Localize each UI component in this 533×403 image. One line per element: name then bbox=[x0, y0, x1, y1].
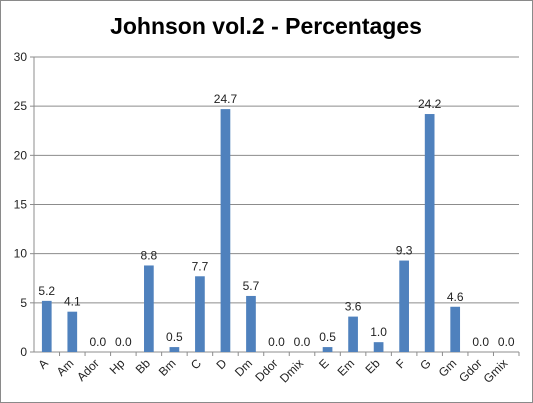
data-label: 5.7 bbox=[243, 279, 260, 293]
x-tick-label: Bm bbox=[156, 356, 179, 379]
data-label: 0.5 bbox=[166, 330, 183, 344]
data-label: 4.6 bbox=[447, 290, 464, 304]
data-label: 9.3 bbox=[396, 244, 413, 258]
bar bbox=[220, 109, 231, 352]
x-tick-label: G bbox=[417, 356, 434, 373]
x-tick-label: Dmix bbox=[277, 356, 306, 385]
gridlines bbox=[34, 56, 519, 353]
x-tick-label: Eb bbox=[362, 356, 383, 377]
y-tick-label: 20 bbox=[14, 148, 28, 162]
x-tick-label: F bbox=[393, 356, 408, 371]
data-label: 5.2 bbox=[38, 284, 55, 298]
data-label: 7.7 bbox=[192, 259, 209, 273]
x-tick-label: A bbox=[35, 356, 51, 372]
y-tick-label: 15 bbox=[14, 198, 28, 212]
axes bbox=[30, 56, 520, 356]
bar bbox=[169, 347, 180, 352]
data-label: 0.0 bbox=[115, 335, 132, 349]
x-tick-label: Gdor bbox=[456, 356, 485, 385]
bars bbox=[41, 109, 461, 353]
x-tick-label: Bb bbox=[133, 356, 154, 377]
chart-title: Johnson vol.2 - Percentages bbox=[110, 13, 422, 39]
bar bbox=[373, 342, 384, 352]
x-tick-label: D bbox=[214, 356, 230, 372]
data-labels: 5.2 4.1 0.0 0.0 8.8 0.5 7.7 24.7 5.7 0.0 0.0 0.5 3.6… bbox=[38, 92, 514, 349]
x-tick-label: Ddor bbox=[252, 356, 280, 384]
x-tick-label: C bbox=[188, 356, 204, 372]
data-label: 0.0 bbox=[89, 335, 106, 349]
bar bbox=[399, 260, 409, 352]
y-tick-label: 10 bbox=[14, 247, 28, 261]
y-tick-label: 25 bbox=[14, 99, 28, 113]
x-tick-label: Gmix bbox=[481, 356, 511, 386]
y-tick-label: 30 bbox=[14, 50, 28, 64]
data-label: 1.0 bbox=[370, 325, 387, 339]
y-tick-label: 0 bbox=[20, 345, 27, 359]
data-label: 0.0 bbox=[268, 335, 285, 349]
bar bbox=[67, 311, 78, 352]
bar bbox=[41, 300, 52, 352]
data-label: 3.6 bbox=[345, 300, 362, 314]
bar bbox=[246, 295, 256, 352]
bar bbox=[195, 276, 205, 352]
data-label: 0.0 bbox=[498, 335, 515, 349]
bar bbox=[144, 265, 154, 352]
data-label: 24.2 bbox=[418, 97, 442, 111]
x-tick-label: Gm bbox=[436, 356, 460, 380]
x-tick-label: E bbox=[316, 356, 332, 372]
data-label: 0.0 bbox=[294, 335, 311, 349]
bar bbox=[450, 306, 461, 352]
x-tick-label: Am bbox=[54, 356, 77, 379]
x-tick-label: Ador bbox=[74, 356, 102, 384]
y-tick-label: 5 bbox=[20, 296, 27, 310]
data-label: 8.8 bbox=[141, 248, 158, 262]
data-label: 4.1 bbox=[64, 295, 81, 309]
data-label: 0.5 bbox=[319, 330, 336, 344]
bar bbox=[424, 114, 435, 353]
x-tick-label: Em bbox=[335, 356, 358, 379]
data-label: 24.7 bbox=[214, 92, 238, 106]
bar bbox=[322, 347, 333, 352]
data-label: 0.0 bbox=[472, 335, 489, 349]
bar bbox=[348, 316, 358, 352]
x-tick-label: Hp bbox=[107, 356, 128, 377]
x-tick-label: Dm bbox=[232, 356, 255, 379]
